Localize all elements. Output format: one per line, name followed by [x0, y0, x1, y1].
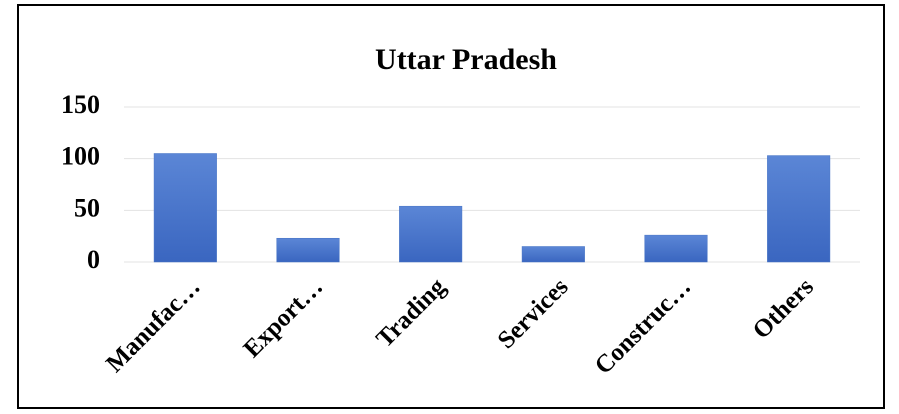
- y-tick-label: 0: [87, 245, 100, 274]
- chart-title: Uttar Pradesh: [375, 43, 557, 76]
- y-tick-label: 50: [74, 193, 100, 222]
- y-tick-label: 100: [61, 142, 100, 171]
- bar: [399, 205, 463, 263]
- bar: [276, 237, 340, 263]
- bar: [153, 153, 217, 263]
- bar: [644, 234, 708, 263]
- bar: [767, 155, 831, 263]
- bar: [521, 246, 585, 263]
- y-tick-label: 150: [61, 90, 100, 119]
